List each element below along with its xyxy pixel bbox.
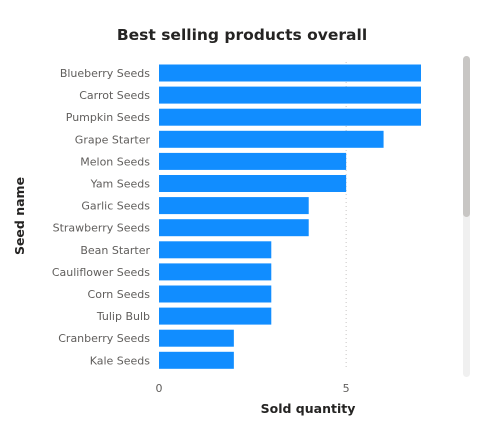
bar-8[interactable] (159, 241, 272, 259)
bar-10[interactable] (159, 285, 272, 303)
bar-7[interactable] (159, 219, 309, 237)
bar-0[interactable] (159, 64, 421, 82)
category-label-1: Carrot Seeds (79, 89, 150, 102)
bar-4[interactable] (159, 152, 347, 170)
category-label-7: Strawberry Seeds (53, 222, 151, 235)
category-label-5: Yam Seeds (90, 178, 151, 191)
bar-9[interactable] (159, 263, 272, 281)
x-tick-5: 5 (343, 382, 350, 395)
bar-3[interactable] (159, 130, 384, 148)
chart-title: Best selling products overall (117, 26, 367, 44)
y-axis-title: Seed name (12, 177, 27, 255)
category-label-3: Grape Starter (75, 133, 151, 146)
x-axis-title: Sold quantity (261, 401, 356, 416)
scrollbar-thumb[interactable] (463, 56, 470, 217)
category-labels: Blueberry Seeds Carrot Seeds Pumpkin Seeds… (52, 67, 151, 367)
x-tick-0: 0 (156, 382, 163, 395)
category-label-10: Corn Seeds (88, 288, 151, 301)
category-label-12: Cranberry Seeds (58, 332, 150, 345)
bars (159, 64, 421, 369)
category-label-9: Cauliflower Seeds (52, 266, 150, 279)
bar-1[interactable] (159, 86, 421, 104)
category-label-0: Blueberry Seeds (60, 67, 150, 80)
bar-6[interactable] (159, 197, 309, 215)
bar-2[interactable] (159, 108, 421, 126)
category-label-13: Kale Seeds (90, 354, 151, 367)
bar-13[interactable] (159, 351, 234, 369)
bar-12[interactable] (159, 329, 234, 347)
category-label-11: Tulip Bulb (96, 310, 150, 323)
category-label-6: Garlic Seeds (81, 200, 150, 213)
category-label-8: Bean Starter (80, 244, 150, 257)
bar-5[interactable] (159, 175, 347, 192)
category-label-2: Pumpkin Seeds (66, 111, 151, 124)
bar-11[interactable] (159, 307, 272, 325)
category-label-4: Melon Seeds (80, 155, 150, 168)
